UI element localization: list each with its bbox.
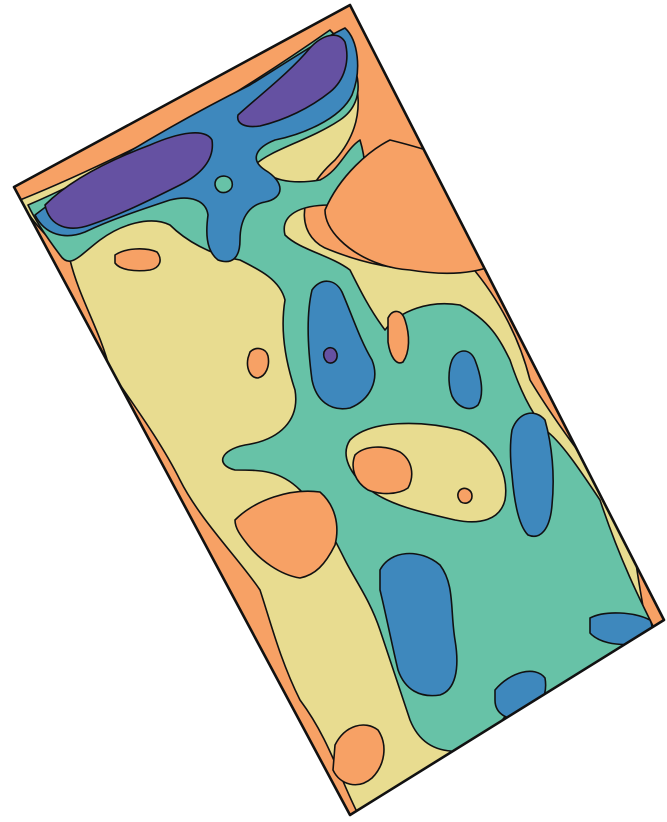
- zone-class-1-island-west: [114, 248, 161, 272]
- zone-class-4-southwest: [379, 552, 458, 697]
- zone-class-1-island-small: [246, 347, 270, 379]
- zone-class-4-east-small: [448, 350, 483, 410]
- zone-class-1-island-southwest: [234, 490, 338, 579]
- zone-class-1-island-center: [352, 446, 413, 495]
- zone-class-5-dot: [322, 346, 338, 364]
- zone-class-4-center: [307, 280, 376, 410]
- zone-class-4-southeast: [589, 612, 653, 646]
- zone-class-3-dot: [214, 175, 234, 194]
- zone-class-4-east: [509, 412, 554, 537]
- zone-class-1-island-slim: [387, 310, 410, 364]
- field-boundary: [12, 3, 666, 817]
- zone-class-5-east: [236, 34, 348, 128]
- zone-class-5-west: [44, 132, 214, 229]
- zone-class-1-island-south: [332, 724, 385, 786]
- zone-class-1-island-dot: [457, 487, 473, 504]
